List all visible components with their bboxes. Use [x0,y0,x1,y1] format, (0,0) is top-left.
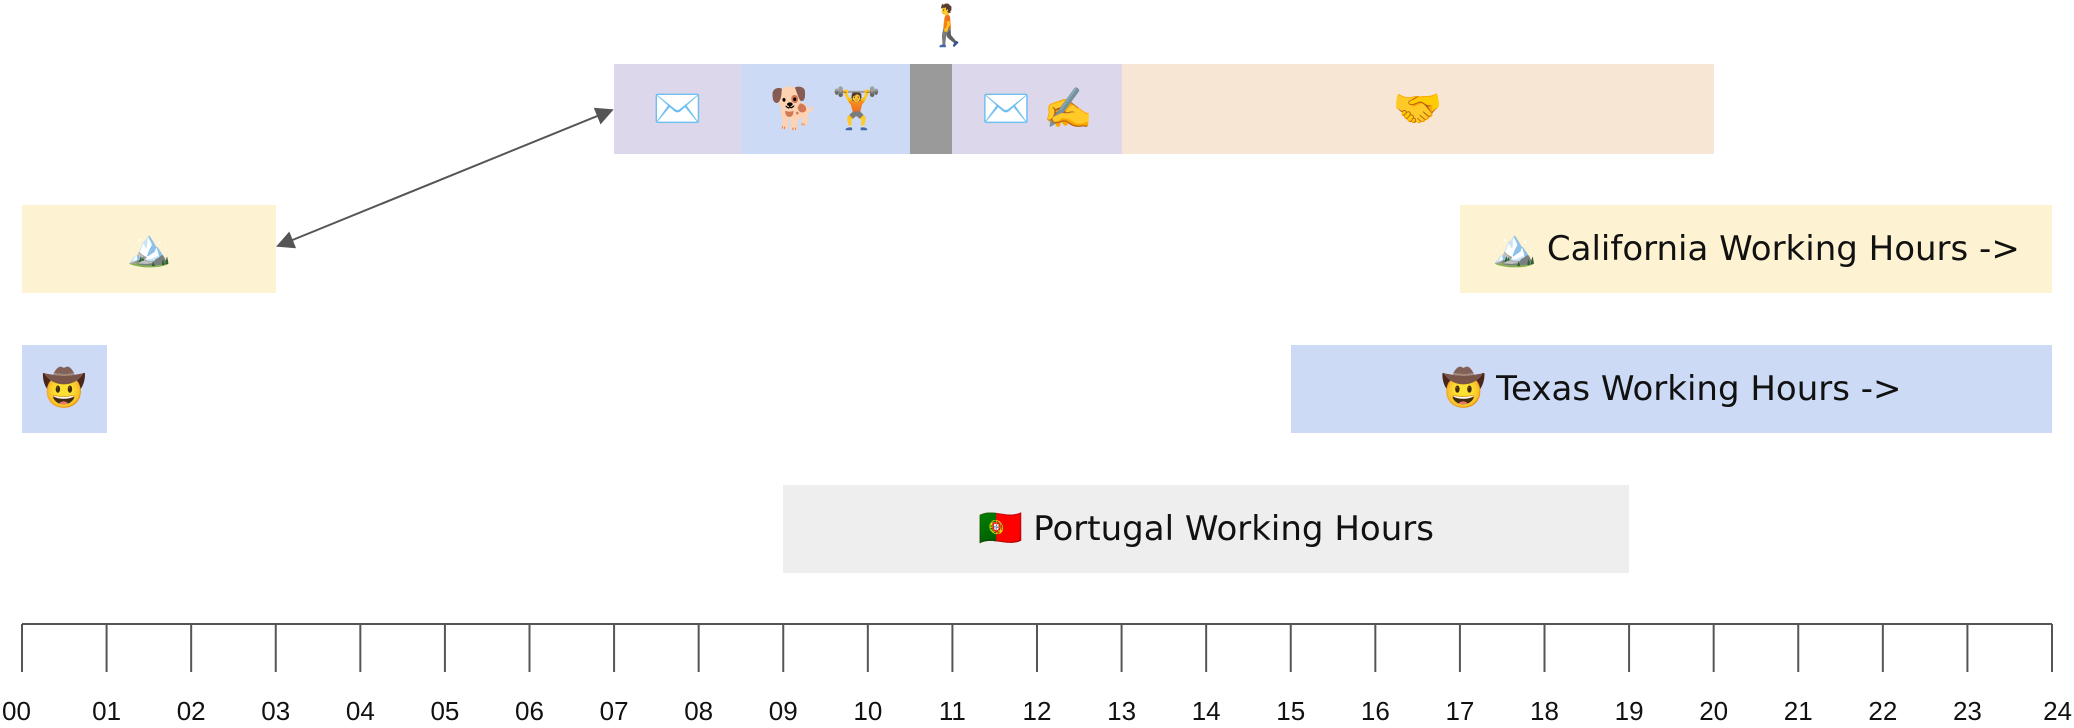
axis-tick-label: 04 [346,696,375,726]
axis-tick-label: 07 [600,696,629,726]
axis-tick-label: 23 [1953,696,1982,726]
portugal-working-hours-bar: 🇵🇹 Portugal Working Hours [783,485,1630,573]
axis-tick-label: 11 [939,696,966,726]
portugal-flag-icon: 🇵🇹 [978,508,1024,549]
axis-tick-label: 02 [177,696,206,726]
axis-tick-label: 06 [515,696,544,726]
axis-tick-label: 15 [1276,696,1305,726]
cowboy-face-icon: 🤠 [41,368,87,409]
axis-tick-label: 13 [1107,696,1136,726]
cowboy-face-icon: 🤠 [1441,368,1487,409]
axis-tick-label: 03 [261,696,290,726]
texas-lane-early-hours: 🤠 [22,345,107,433]
california-lane-early-hours: 🏔️ [22,205,276,293]
axis-tick-label: 18 [1530,696,1559,726]
mountain-icon: 🏔️ [1492,228,1537,269]
schedule-icon: ✉️ [981,86,1031,132]
email-block-morning: ✉️ [614,64,741,154]
axis-tick-label: 00 [2,696,31,726]
connection-arrow [276,107,614,249]
texas-lane-working-hours: 🤠 Texas Working Hours -> [1290,345,2052,433]
axis-tick-label: 16 [1361,696,1390,726]
break-block [910,64,953,154]
schedule-icon: ✉️ [652,86,703,132]
schedule-icon: 🐕 [769,86,820,132]
mountain-icon: 🏔️ [126,228,172,269]
email-writing-block: ✉️ ✍️ [952,64,1122,154]
axis-tick-label: 21 [1784,696,1813,726]
axis-tick-label: 09 [769,696,798,726]
axis-tick-label: 12 [1023,696,1052,726]
california-lane-working-hours: 🏔️ California Working Hours -> [1459,205,2052,293]
axis-tick-label: 22 [1868,696,1897,726]
axis-tick-label: 10 [853,696,882,726]
axis-tick-label: 17 [1445,696,1474,726]
axis-tick-label: 01 [92,696,121,726]
axis-tick-label: 14 [1192,696,1221,726]
meetings-block: 🤝 [1121,64,1714,154]
axis-tick-label: 20 [1699,696,1728,726]
schedule-icon: 🏋️ [831,86,882,132]
axis-tick-label: 19 [1615,696,1644,726]
axis-tick-label: 08 [684,696,713,726]
axis-tick-label: 24 [2043,696,2072,726]
texas-working-hours-label: Texas Working Hours -> [1496,369,1902,409]
portugal-working-hours-label: Portugal Working Hours [1033,509,1434,549]
california-working-hours-label: California Working Hours -> [1546,229,2020,269]
hour-axis: 00 01 02 03 04 05 06 07 08 09 10 11 12 13 14 15 16 17 18 19… [2,623,2072,726]
schedule-icon: 🤝 [1392,86,1443,132]
schedule-icon: ✍️ [1042,86,1093,132]
axis-tick-label: 05 [430,696,459,726]
dog-workout-block: 🐕 🏋️ [740,64,911,154]
